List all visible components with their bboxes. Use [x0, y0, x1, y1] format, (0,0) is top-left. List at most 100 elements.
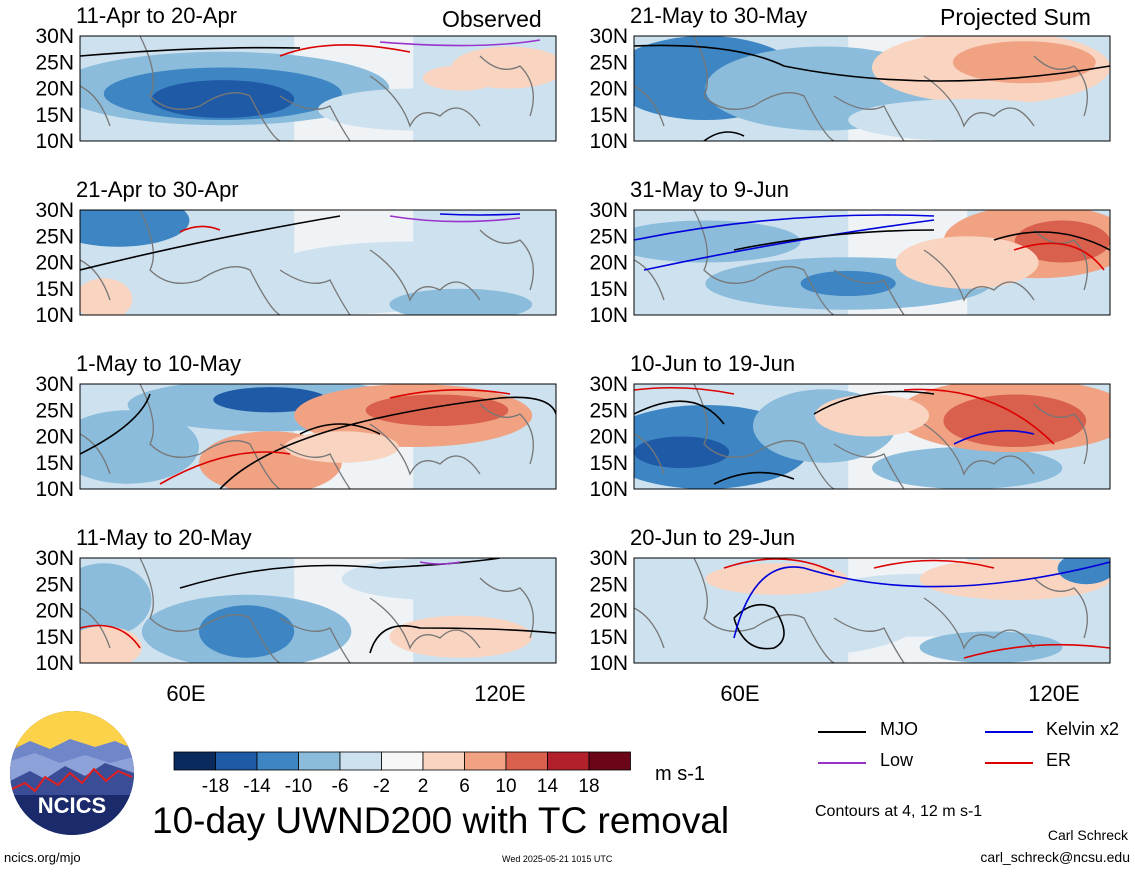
contour-line	[713, 471, 795, 485]
contour-line	[733, 561, 1110, 639]
contour-line	[903, 388, 1055, 445]
colorbar-label: 10	[495, 776, 516, 797]
coastline	[80, 259, 111, 301]
coastline	[833, 443, 905, 489]
anomaly-blob	[422, 65, 499, 91]
coastline	[634, 259, 665, 301]
contour-line	[439, 213, 521, 216]
panel-frame	[633, 35, 1111, 142]
panel-p8	[633, 557, 1111, 664]
legend-line-er	[985, 762, 1033, 764]
colorbar-segment	[256, 751, 299, 771]
colorbar-label: -10	[285, 776, 312, 797]
coastline	[279, 617, 351, 663]
coastline	[279, 269, 351, 315]
y-tick-label: 30N	[35, 25, 74, 48]
y-tick-label: 20N	[35, 600, 74, 623]
contour-line	[1013, 242, 1105, 271]
site-url[interactable]: ncics.org/mjo	[4, 850, 81, 865]
contour-line	[80, 215, 341, 271]
y-tick-label: 15N	[35, 452, 74, 475]
coastline	[479, 577, 534, 639]
panel-frame	[79, 557, 557, 664]
logo-text: NCICS	[37, 793, 107, 818]
coastline	[923, 597, 1035, 650]
y-tick-label: 20N	[589, 426, 628, 449]
y-tick-label: 10N	[589, 130, 628, 153]
x-tick-label: 120E	[474, 681, 525, 706]
y-tick-label: 20N	[589, 600, 628, 623]
panel-p6	[633, 209, 1111, 316]
colorbar-label: 14	[537, 776, 559, 797]
coastline	[139, 36, 281, 141]
y-tick-label: 30N	[35, 547, 74, 570]
y-tick-label: 30N	[589, 547, 628, 570]
y-tick-label: 30N	[35, 373, 74, 396]
y-tick-label: 15N	[35, 278, 74, 301]
anomaly-blob	[634, 220, 801, 263]
coastline	[923, 249, 1035, 302]
coastline	[634, 607, 665, 649]
coastline	[80, 85, 111, 127]
contour-line	[179, 225, 221, 233]
coastline	[80, 607, 111, 649]
coastline	[634, 85, 665, 127]
anomaly-blob	[365, 394, 509, 426]
legend-er: ER	[1046, 750, 1072, 770]
coastline	[693, 36, 835, 141]
coastline	[479, 229, 534, 291]
panel-frame	[79, 35, 557, 142]
coastline	[693, 558, 835, 663]
x-tick-label: 120E	[1028, 681, 1079, 706]
colorbar-segment	[215, 751, 258, 771]
coastline	[1033, 403, 1088, 465]
anomaly-blob	[800, 270, 896, 297]
anomaly-blob	[389, 288, 533, 315]
colorbar-segment	[173, 751, 216, 771]
y-tick-label: 25N	[35, 399, 74, 422]
anomaly-blob	[213, 387, 328, 413]
anomaly-blob	[199, 605, 295, 658]
y-tick-label: 30N	[35, 199, 74, 222]
colorbar-segment	[422, 751, 465, 771]
coastline	[479, 55, 534, 117]
colorbar-segment	[339, 751, 382, 771]
contour-line	[873, 559, 995, 569]
y-tick-label: 15N	[35, 626, 74, 649]
y-tick-label: 25N	[589, 573, 628, 596]
panel-frame	[79, 383, 557, 490]
contour-line	[963, 643, 1110, 659]
x-tick-label: 60E	[166, 681, 205, 706]
contour-line	[634, 214, 935, 241]
colorbar-segment	[505, 751, 548, 771]
contour-line	[419, 561, 461, 565]
coastline	[479, 403, 534, 465]
units-label: m s-1	[655, 763, 705, 785]
y-tick-label: 25N	[35, 51, 74, 74]
coastline	[139, 558, 281, 663]
anomaly-blob	[80, 626, 142, 663]
y-tick-label: 30N	[589, 199, 628, 222]
contour-line	[703, 131, 745, 141]
panel-title: 21-Apr to 30-Apr	[76, 177, 239, 202]
anomaly-blob	[895, 236, 1039, 289]
contour-line	[634, 386, 735, 395]
colorbar-label: 2	[418, 776, 429, 797]
colorbar-label: -6	[332, 776, 349, 797]
coastline	[369, 249, 481, 302]
panel-p3	[79, 383, 557, 490]
y-tick-label: 15N	[589, 104, 628, 127]
contour-line	[299, 423, 381, 435]
y-tick-label: 20N	[589, 252, 628, 275]
y-tick-label: 10N	[35, 130, 74, 153]
colorbar-segment	[588, 751, 631, 771]
author-name: Carl Schreck	[1047, 827, 1128, 843]
y-tick-label: 25N	[589, 225, 628, 248]
anomaly-blob	[80, 563, 152, 637]
panel-p2	[79, 209, 557, 316]
contour-line	[379, 39, 541, 47]
contour-line	[179, 558, 501, 589]
legend-low: Low	[880, 750, 914, 770]
panel-p7	[633, 383, 1111, 490]
